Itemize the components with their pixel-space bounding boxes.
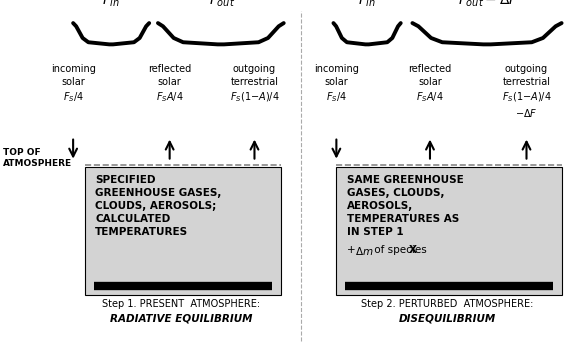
Text: $F_{out} - \Delta F$: $F_{out} - \Delta F$ xyxy=(458,0,519,9)
Text: $F_{in}$: $F_{in}$ xyxy=(358,0,377,9)
Text: Step 1. PRESENT  ATMOSPHERE:: Step 1. PRESENT ATMOSPHERE: xyxy=(102,299,260,309)
Text: X: X xyxy=(408,245,417,255)
Text: $F_{in}$: $F_{in}$ xyxy=(102,0,121,9)
Text: SPECIFIED
GREENHOUSE GASES,
CLOUDS, AEROSOLS;
CALCULATED
TEMPERATURES: SPECIFIED GREENHOUSE GASES, CLOUDS, AERO… xyxy=(95,175,222,237)
Text: $\Delta m$: $\Delta m$ xyxy=(355,245,373,257)
Text: incoming
solar
$F_S/4$: incoming solar $F_S/4$ xyxy=(314,64,359,104)
Text: outgoing
terrestrial
$F_S(1{-}A)/4$: outgoing terrestrial $F_S(1{-}A)/4$ xyxy=(229,64,280,104)
Text: DISEQUILIBRIUM: DISEQUILIBRIUM xyxy=(399,313,496,323)
Text: of species: of species xyxy=(371,245,431,255)
Text: reflected
solar
$F_SA/4$: reflected solar $F_SA/4$ xyxy=(148,64,191,104)
Bar xyxy=(336,167,562,295)
Text: +: + xyxy=(347,245,359,255)
Text: outgoing
terrestrial
$F_S(1{-}A)/4$
$- \Delta F$: outgoing terrestrial $F_S(1{-}A)/4$ $- \… xyxy=(501,64,552,119)
Text: Step 2. PERTURBED  ATMOSPHERE:: Step 2. PERTURBED ATMOSPHERE: xyxy=(362,299,534,309)
Text: $F_{out}$: $F_{out}$ xyxy=(209,0,235,9)
Text: reflected
solar
$F_SA/4$: reflected solar $F_SA/4$ xyxy=(408,64,452,104)
Bar xyxy=(85,167,281,295)
Text: SAME GREENHOUSE
GASES, CLOUDS,
AEROSOLS,
TEMPERATURES AS
IN STEP 1: SAME GREENHOUSE GASES, CLOUDS, AEROSOLS,… xyxy=(347,175,464,237)
Text: TOP OF
ATMOSPHERE: TOP OF ATMOSPHERE xyxy=(3,148,72,168)
Text: incoming
solar
$F_S/4$: incoming solar $F_S/4$ xyxy=(51,64,95,104)
Text: RADIATIVE EQUILIBRIUM: RADIATIVE EQUILIBRIUM xyxy=(110,313,253,323)
